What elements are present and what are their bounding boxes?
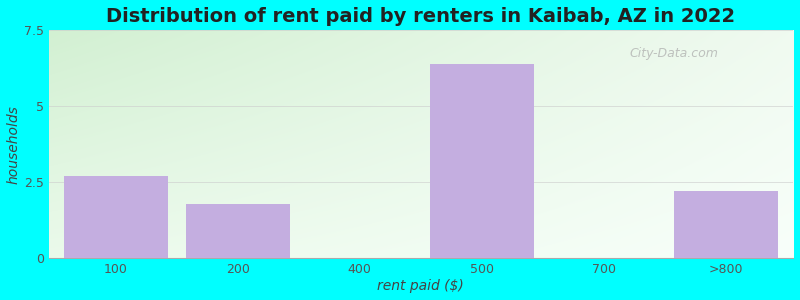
Title: Distribution of rent paid by renters in Kaibab, AZ in 2022: Distribution of rent paid by renters in … (106, 7, 735, 26)
Bar (674, 191, 778, 258)
Bar (186, 204, 290, 258)
X-axis label: rent paid ($): rent paid ($) (378, 279, 464, 293)
Bar (430, 64, 534, 258)
Y-axis label: households: households (7, 105, 21, 184)
Bar (64, 176, 167, 258)
Text: City-Data.com: City-Data.com (630, 46, 718, 60)
